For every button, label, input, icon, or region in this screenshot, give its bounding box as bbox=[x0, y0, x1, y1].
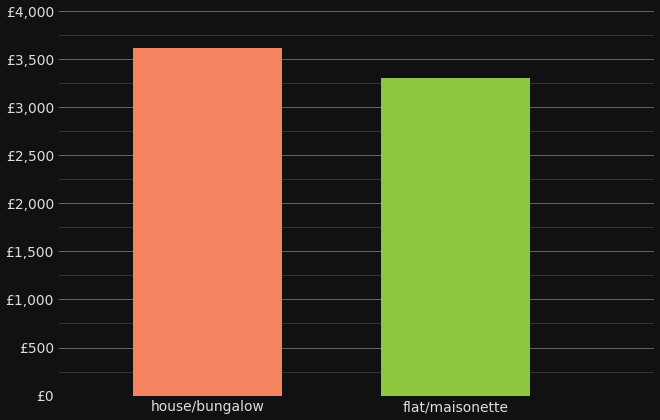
Bar bbox=[133, 47, 282, 396]
Bar bbox=[381, 79, 531, 396]
